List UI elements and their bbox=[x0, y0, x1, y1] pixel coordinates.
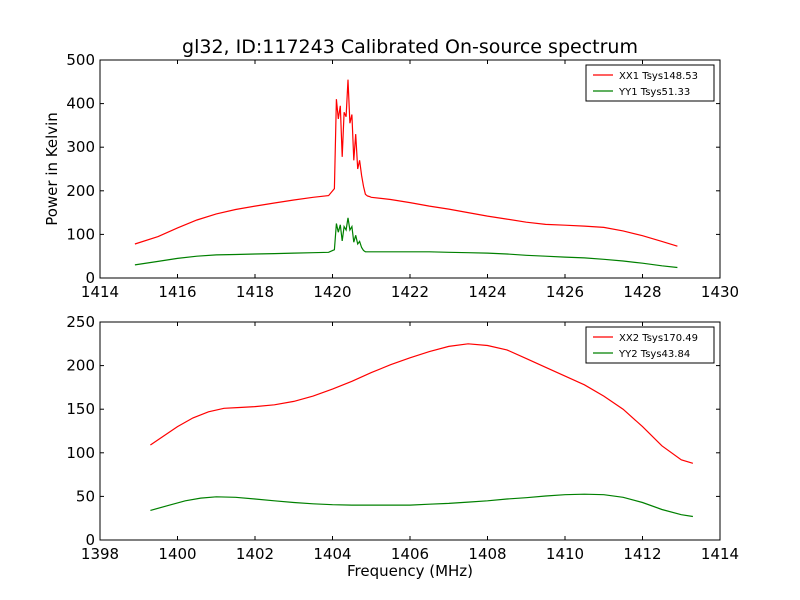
chart-top-panel: 1414 1416 1418 1420 1422 1424 1426 1428 1430 0 100… bbox=[43, 51, 739, 301]
legend-entry: YY1 Tsys51.33 bbox=[618, 87, 690, 98]
y-tick-label: 250 bbox=[66, 313, 95, 331]
y-tick-label: 50 bbox=[76, 487, 95, 505]
legend-box bbox=[585, 64, 715, 102]
chart-bottom-panel: 1398 1400 1402 1404 1406 1408 1410 1412 1414 0 50 1… bbox=[66, 313, 739, 580]
legend-entry: XX1 Tsys148.53 bbox=[619, 71, 698, 82]
x-tick-label: 1418 bbox=[236, 283, 274, 301]
series-line-yy bbox=[150, 493, 693, 518]
y-tick-label: 500 bbox=[66, 51, 95, 69]
series-line-yy bbox=[134, 217, 678, 269]
x-axis-label: Frequency (MHz) bbox=[347, 562, 473, 580]
x-tick-label: 1406 bbox=[391, 545, 429, 563]
y-tick-label: 300 bbox=[66, 138, 95, 156]
y-tick-label: 400 bbox=[66, 95, 95, 113]
legend-entry: XX2 Tsys170.49 bbox=[619, 333, 698, 344]
figure-title: gl32, ID:117243 Calibrated On-source spe… bbox=[182, 36, 638, 58]
x-tick-label: 1430 bbox=[701, 283, 739, 301]
legend: XX1 Tsys148.53 YY1 Tsys51.33 bbox=[585, 64, 715, 102]
x-tick-label: 1412 bbox=[623, 545, 661, 563]
x-tick-label: 1416 bbox=[158, 283, 196, 301]
legend-entry: YY2 Tsys43.84 bbox=[618, 349, 690, 360]
x-tick-label: 1400 bbox=[158, 545, 196, 563]
y-tick-label: 0 bbox=[85, 269, 95, 287]
x-tick-label: 1404 bbox=[313, 545, 351, 563]
y-tick-label: 200 bbox=[66, 357, 95, 375]
y-tick-label: 150 bbox=[66, 400, 95, 418]
y-tick-label: 200 bbox=[66, 182, 95, 200]
series-line-xx bbox=[134, 79, 678, 247]
x-tick-label: 1428 bbox=[623, 283, 661, 301]
x-tick-label: 1408 bbox=[468, 545, 506, 563]
x-tick-label: 1414 bbox=[81, 283, 119, 301]
y-axis-label: Power in Kelvin bbox=[43, 112, 61, 226]
x-tick-label: 1426 bbox=[546, 283, 584, 301]
y-tick-label: 100 bbox=[66, 225, 95, 243]
x-tick-label: 1420 bbox=[313, 283, 351, 301]
x-tick-label: 1410 bbox=[546, 545, 584, 563]
x-tick-label: 1398 bbox=[81, 545, 119, 563]
legend: XX2 Tsys170.49 YY2 Tsys43.84 bbox=[585, 326, 715, 364]
series-line-xx bbox=[150, 343, 694, 464]
x-tick-label: 1402 bbox=[236, 545, 274, 563]
x-tick-label: 1424 bbox=[468, 283, 506, 301]
x-tick-label: 1422 bbox=[391, 283, 429, 301]
legend-box bbox=[585, 326, 715, 364]
y-tick-label: 100 bbox=[66, 444, 95, 462]
y-tick-label: 0 bbox=[85, 531, 95, 549]
x-tick-label: 1414 bbox=[701, 545, 739, 563]
